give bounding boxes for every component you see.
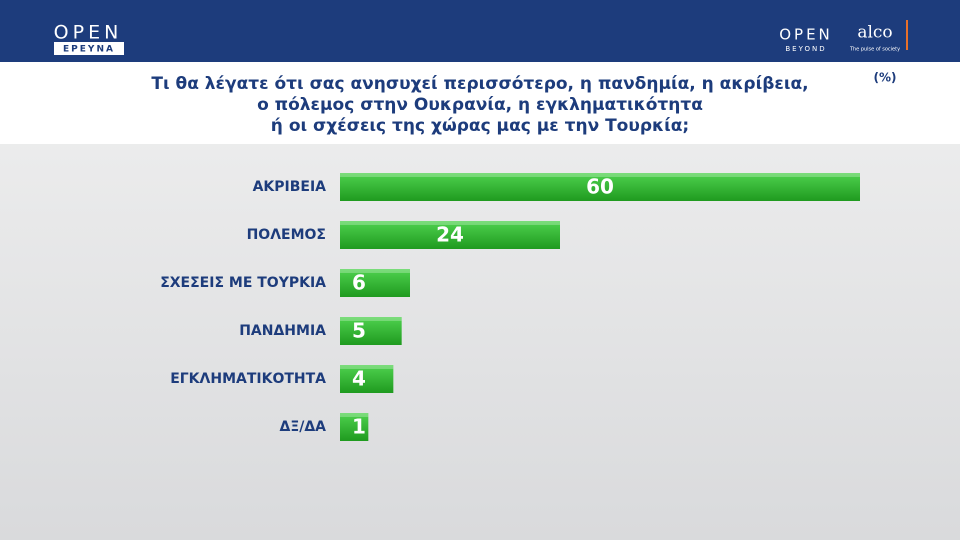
bar — [340, 413, 369, 441]
bar-highlight — [340, 413, 369, 417]
value-label: 24 — [436, 223, 464, 247]
chart-title: ο πόλεμος στην Ουκρανία, η εγκληματικότη… — [257, 95, 703, 115]
partner-logo: alco — [857, 23, 892, 43]
value-label: 6 — [352, 271, 366, 295]
category-label: ΠΟΛΕΜΟΣ — [247, 227, 326, 243]
bar — [340, 269, 410, 297]
value-label: 1 — [352, 415, 366, 439]
bar-highlight — [340, 365, 394, 369]
value-label: 60 — [586, 175, 614, 199]
bar-highlight — [340, 221, 560, 225]
value-label: 5 — [352, 319, 366, 343]
category-label: ΠΑΝΔΗΜΙΑ — [239, 323, 326, 339]
bar-highlight — [340, 173, 860, 177]
bar — [340, 365, 394, 393]
logo: OPEN — [779, 26, 833, 44]
category-label: ΕΓΚΛΗΜΑΤΙΚΟΤΗΤΑ — [170, 371, 326, 387]
category-label: ΣΧΕΣΕΙΣ ΜΕ ΤΟΥΡΚΙΑ — [160, 275, 326, 291]
partner-tagline: The pulse of society — [849, 47, 900, 53]
unit: (%) — [874, 71, 897, 85]
category-label: ΔΞ/ΔΑ — [280, 419, 327, 435]
bar-highlight — [340, 317, 402, 321]
chart-title: ή οι σχέσεις της χώρας μας με την Τουρκί… — [271, 116, 689, 136]
category-label: ΑΚΡΙΒΕΙΑ — [253, 179, 327, 195]
bar — [340, 317, 402, 345]
logo: OPEN — [54, 22, 123, 44]
bar — [340, 221, 560, 249]
bar — [340, 173, 860, 201]
logo-box — [54, 42, 124, 55]
header-bar — [0, 0, 960, 62]
value-label: 4 — [352, 367, 366, 391]
logo-sub: ΕΡΕΥΝΑ — [63, 45, 115, 55]
chart-title: Τι θα λέγατε ότι σας ανησυχεί περισσότερ… — [151, 74, 808, 94]
bar-highlight — [340, 269, 410, 273]
logo-sub: BEYOND — [785, 45, 826, 53]
